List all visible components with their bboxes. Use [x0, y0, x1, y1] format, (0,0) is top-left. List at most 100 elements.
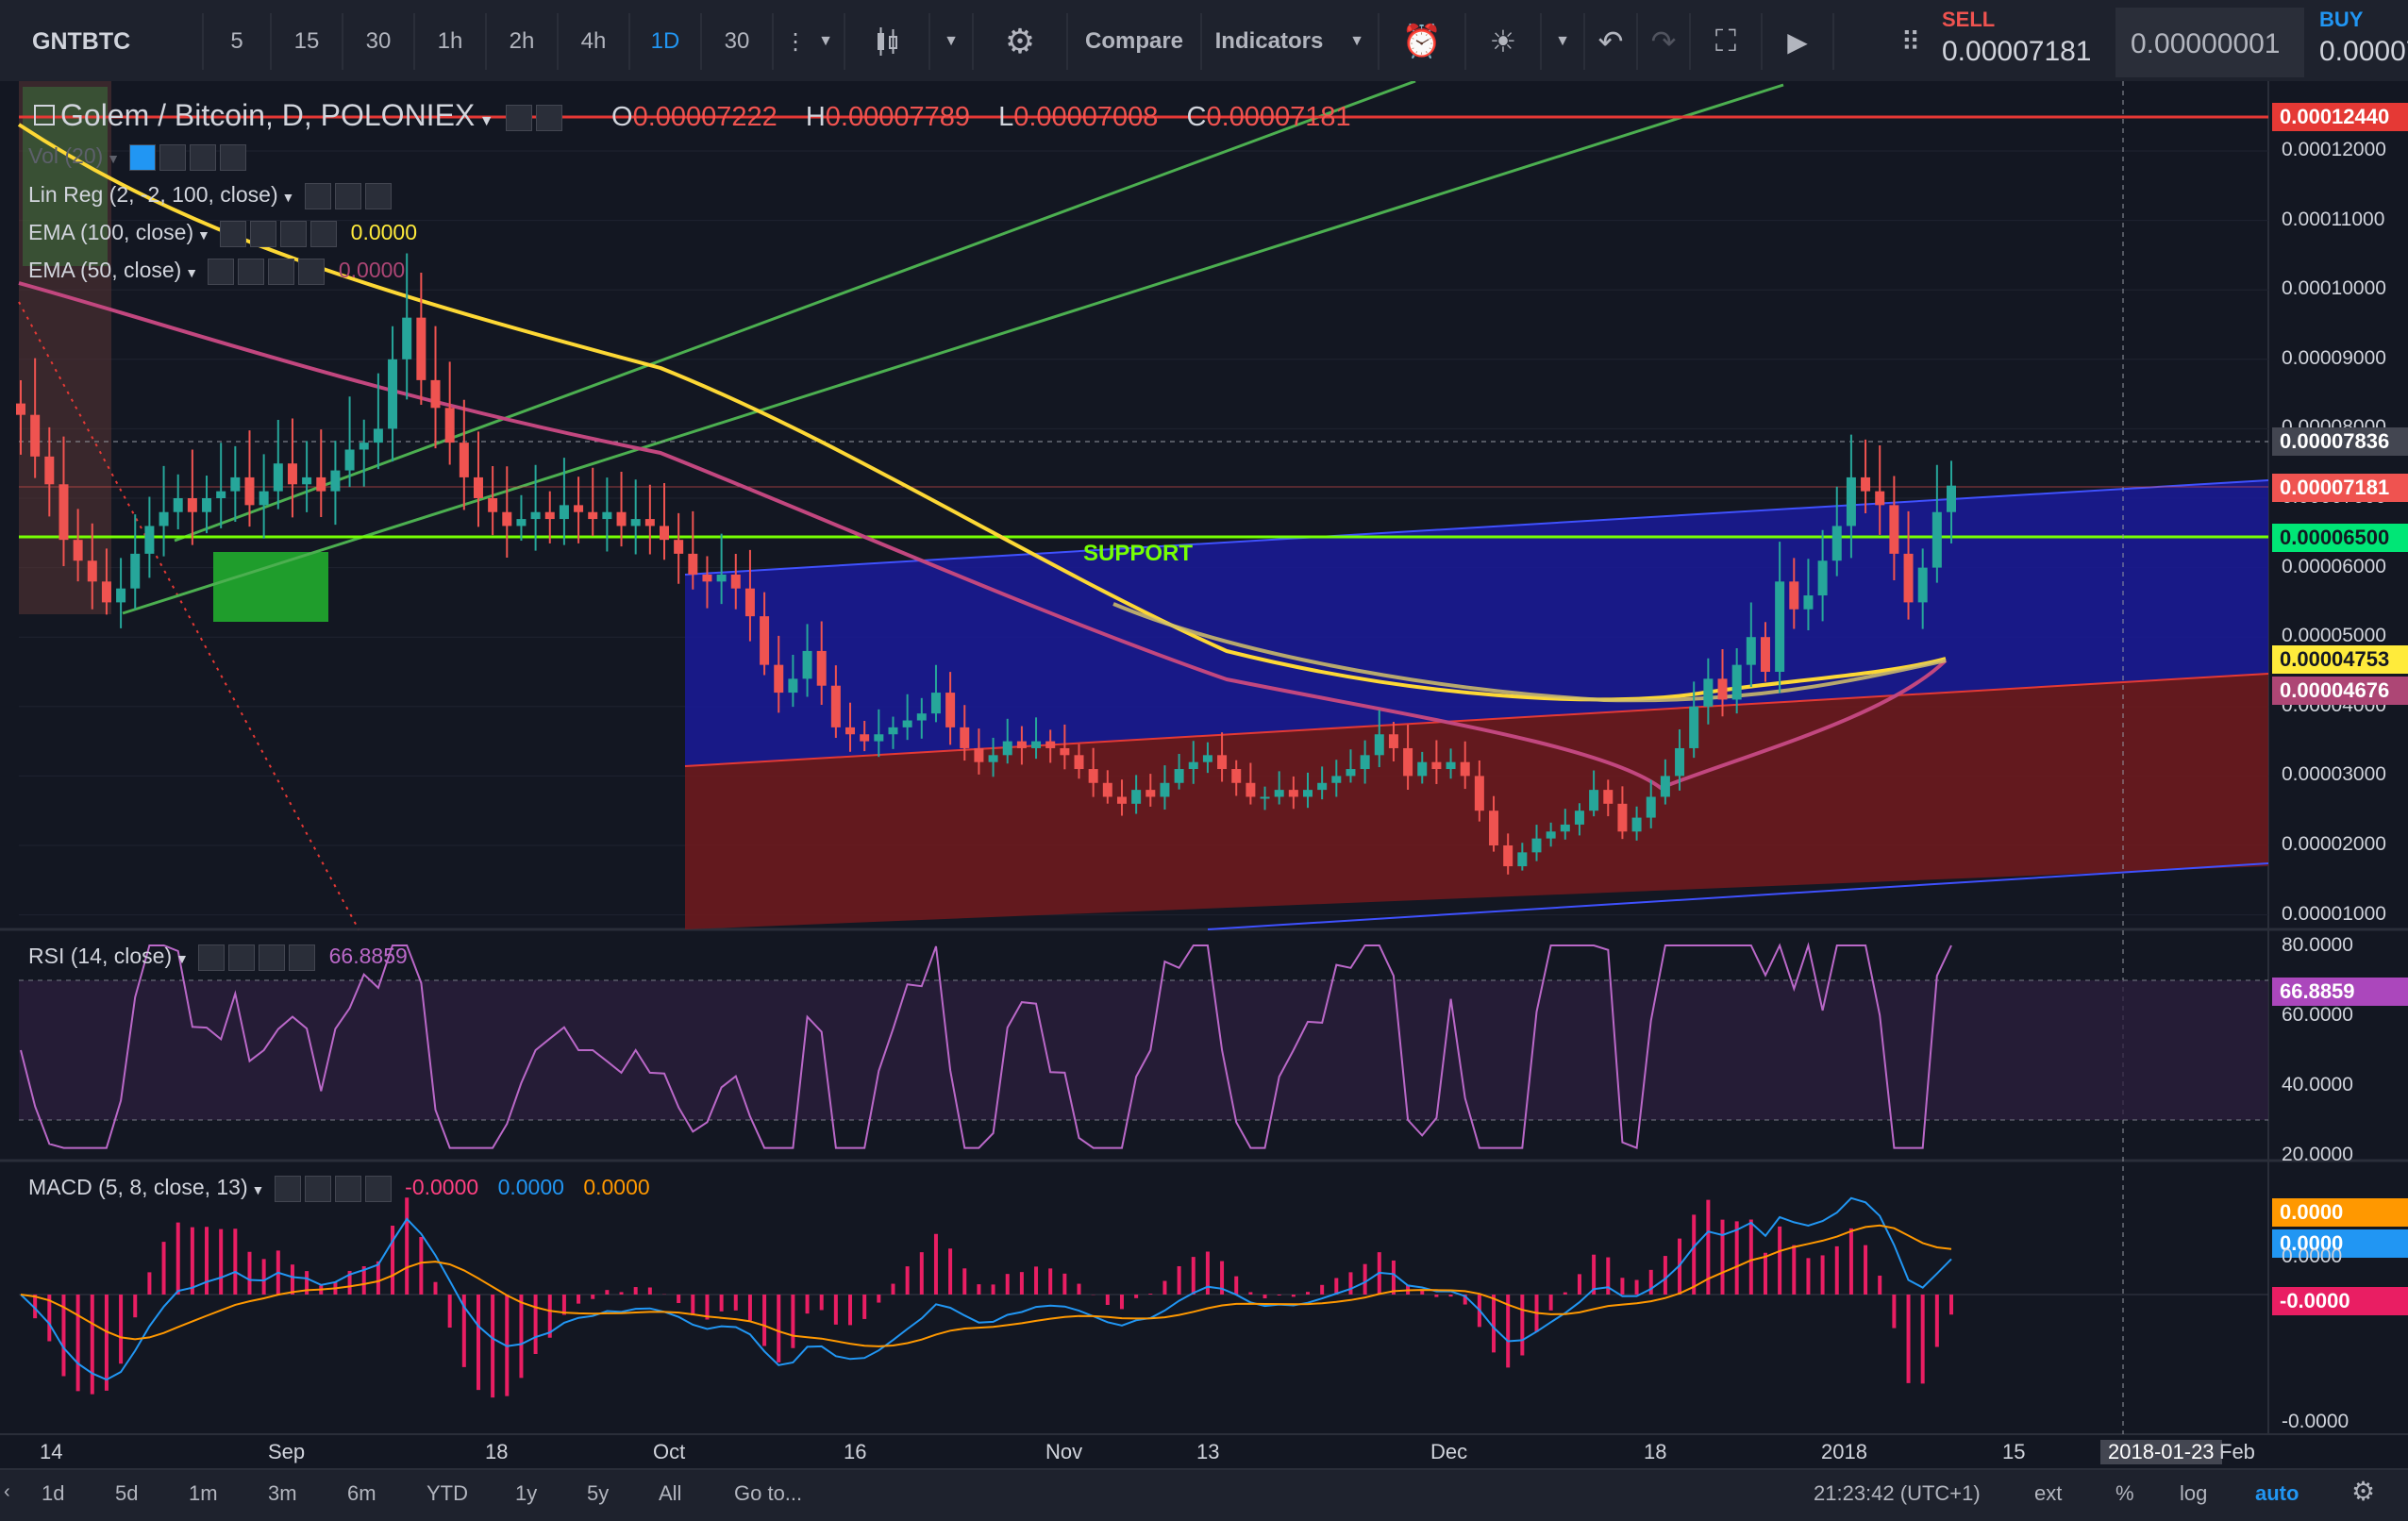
- replay-button[interactable]: ▶: [1763, 13, 1834, 70]
- candle-body: [1346, 769, 1356, 777]
- plus-icon[interactable]: [280, 220, 308, 247]
- chart-style-dropdown[interactable]: ▼: [930, 13, 974, 70]
- close-icon[interactable]: [220, 143, 247, 171]
- auto-toggle[interactable]: auto: [2255, 1481, 2299, 1505]
- gear-icon[interactable]: [159, 143, 187, 171]
- eye-icon[interactable]: [198, 944, 226, 971]
- interval-30[interactable]: 30: [343, 13, 415, 70]
- settings-icon[interactable]: [536, 104, 563, 131]
- close-icon[interactable]: [364, 1175, 392, 1202]
- ema100-legend[interactable]: EMA (100, close) ▼ 0.0000: [28, 220, 417, 247]
- candle-body: [574, 505, 584, 512]
- range-5d[interactable]: 5d: [115, 1481, 139, 1505]
- candle-body: [1917, 567, 1928, 603]
- chevron-left-icon[interactable]: ‹: [4, 1481, 10, 1502]
- compare-button[interactable]: Compare: [1068, 13, 1202, 70]
- idea-dropdown[interactable]: ▼: [1542, 13, 1585, 70]
- chart-style-button[interactable]: [845, 13, 930, 70]
- candle-body: [1817, 560, 1828, 596]
- candle-body: [202, 498, 212, 512]
- plus-icon[interactable]: [268, 258, 295, 285]
- range-1y[interactable]: 1y: [515, 1481, 538, 1505]
- range-1d[interactable]: 1d: [42, 1481, 65, 1505]
- settings-button[interactable]: ⚙: [974, 13, 1068, 70]
- volume-legend[interactable]: Vol (20) ▼: [28, 143, 247, 171]
- gear-icon[interactable]: ⚙: [2351, 1477, 2376, 1506]
- eye-icon[interactable]: [304, 182, 331, 209]
- symbol-search[interactable]: GNTBTC: [15, 13, 204, 70]
- linreg-legend[interactable]: Lin Reg (2, -2, 100, close) ▼: [28, 182, 392, 209]
- idea-button[interactable]: ☀: [1466, 13, 1542, 70]
- undo-button[interactable]: ↶: [1585, 13, 1638, 70]
- collapse-icon[interactable]: [34, 105, 55, 125]
- trade-panel-handle[interactable]: ⠿: [1891, 13, 1931, 70]
- interval-more-dropdown[interactable]: ⋮ ▼: [774, 13, 845, 70]
- candle-body: [1403, 747, 1413, 777]
- symbol-title[interactable]: Golem / Bitcoin, D, POLONIEX ▼: [34, 98, 563, 133]
- close-icon[interactable]: [289, 944, 316, 971]
- close-icon[interactable]: [364, 182, 392, 209]
- buy-button[interactable]: BUY 0.000071: [2304, 8, 2408, 77]
- indicators-button[interactable]: Indicators: [1214, 28, 1324, 54]
- candle-body: [1703, 678, 1714, 707]
- close-icon[interactable]: [298, 258, 326, 285]
- eye-icon[interactable]: [220, 220, 247, 247]
- candle-body: [644, 519, 655, 526]
- macd-legend[interactable]: MACD (5, 8, close, 13) ▼ -0.0000 0.0000 …: [28, 1175, 650, 1202]
- plus-icon[interactable]: [259, 944, 286, 971]
- eye-icon[interactable]: [208, 258, 235, 285]
- price-tick: 0.00012000: [2282, 139, 2386, 160]
- candle-body: [660, 526, 669, 541]
- candle-body: [1388, 734, 1398, 748]
- redo-button[interactable]: ↷: [1638, 13, 1691, 70]
- interval-5[interactable]: 5: [204, 13, 272, 70]
- gear-icon[interactable]: [250, 220, 277, 247]
- candle-body: [1503, 845, 1513, 867]
- interval-30-alt[interactable]: 30: [702, 13, 774, 70]
- price-label-support: 0.00006500: [2272, 524, 2408, 552]
- range-all[interactable]: All: [659, 1481, 682, 1505]
- rsi-legend[interactable]: RSI (14, close) ▼ 66.8859: [28, 944, 408, 971]
- range-6m[interactable]: 6m: [347, 1481, 376, 1505]
- candle-body: [830, 685, 841, 727]
- candle-body: [1775, 581, 1785, 672]
- interval-2h[interactable]: 2h: [487, 13, 559, 70]
- ema50-legend[interactable]: EMA (50, close) ▼ 0.0000: [28, 258, 405, 285]
- time-tick: 18: [1644, 1440, 1667, 1463]
- candle-body: [416, 317, 426, 380]
- alert-button[interactable]: ⏰: [1380, 13, 1466, 70]
- gear-icon[interactable]: [304, 1175, 331, 1202]
- plus-icon[interactable]: [190, 143, 217, 171]
- plus-icon[interactable]: [334, 1175, 361, 1202]
- gear-icon[interactable]: [334, 182, 361, 209]
- eye-icon[interactable]: [274, 1175, 301, 1202]
- percent-toggle[interactable]: %: [2115, 1481, 2134, 1505]
- time-tick: Oct: [653, 1440, 686, 1463]
- chart-canvas[interactable]: SUPPORT: [0, 81, 2408, 1468]
- ext-toggle[interactable]: ext: [2034, 1481, 2063, 1505]
- close-icon[interactable]: [310, 220, 338, 247]
- support-annotation[interactable]: SUPPORT: [1083, 541, 1193, 566]
- time-tick: Dec: [1430, 1440, 1468, 1463]
- price-tick: 0.00006000: [2282, 555, 2386, 577]
- gear-icon[interactable]: [238, 258, 265, 285]
- goto-button[interactable]: Go to...: [734, 1481, 803, 1505]
- fullscreen-button[interactable]: ⛶: [1691, 13, 1763, 70]
- eye-icon[interactable]: [129, 143, 157, 171]
- gear-icon[interactable]: [228, 944, 256, 971]
- visibility-icon[interactable]: [506, 104, 533, 131]
- candle-body: [716, 574, 727, 582]
- interval-1d[interactable]: 1D: [630, 13, 702, 70]
- interval-1h[interactable]: 1h: [415, 13, 487, 70]
- interval-15[interactable]: 15: [272, 13, 343, 70]
- candle-body: [1746, 637, 1756, 665]
- range-1m[interactable]: 1m: [189, 1481, 218, 1505]
- log-toggle[interactable]: log: [2180, 1481, 2208, 1505]
- interval-4h[interactable]: 4h: [559, 13, 630, 70]
- range-5y[interactable]: 5y: [587, 1481, 610, 1505]
- sell-button[interactable]: SELL 0.00007181: [1927, 8, 2115, 77]
- candle-body: [1931, 511, 1942, 568]
- range-3m[interactable]: 3m: [268, 1481, 297, 1505]
- range-ytd[interactable]: YTD: [426, 1481, 468, 1505]
- indicators-dropdown[interactable]: ▼: [1336, 13, 1380, 70]
